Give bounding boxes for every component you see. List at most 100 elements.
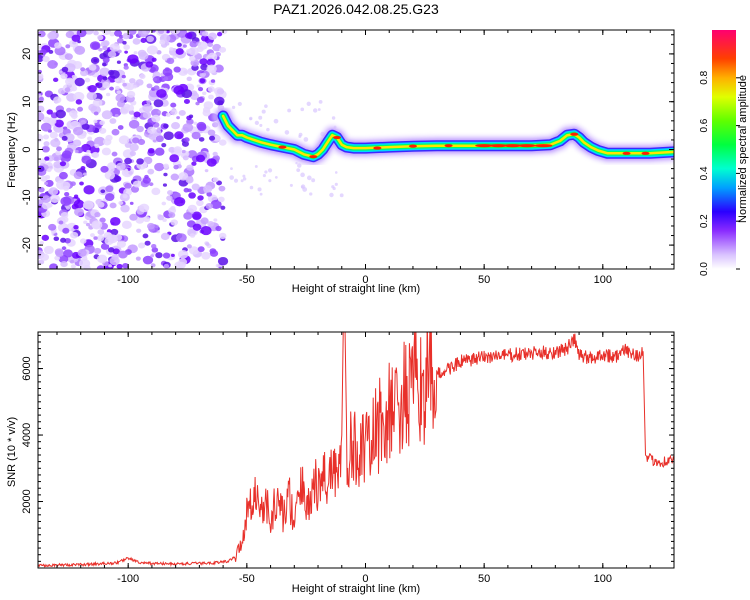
noise-speckle (88, 64, 97, 71)
noise-speckle (176, 42, 182, 48)
colorbar: 0.0 0.2 0.4 0.6 0.8 Normalized spectral ampl… (699, 30, 749, 276)
noise-speckle (98, 127, 107, 134)
noise-speckle (176, 116, 180, 120)
noise-speckle (143, 216, 151, 223)
ridge-hotspot (278, 145, 287, 149)
noise-speckle (202, 109, 211, 117)
noise-speckle (196, 84, 201, 88)
noise-speckle (193, 121, 198, 125)
noise-speckle (111, 151, 118, 157)
noise-speckle (208, 32, 217, 41)
noise-speckle (91, 151, 100, 159)
noise-speckle (197, 86, 204, 92)
noise-speckle (63, 249, 73, 258)
noise-speckle (149, 66, 157, 72)
noise-speckle (254, 165, 258, 168)
noise-speckle (61, 246, 67, 251)
noise-speckle (90, 105, 102, 115)
noise-speckle (213, 135, 221, 142)
snr-x-ticks: -100 -50 0 50 100 (56, 332, 675, 585)
noise-speckle (116, 100, 126, 108)
noise-speckle (156, 89, 167, 98)
noise-speckle (133, 51, 138, 55)
colorbar-label: Normalized spectral amplitude (737, 75, 749, 223)
noise-speckle (163, 163, 169, 169)
noise-speckle (109, 86, 114, 91)
noise-speckle (183, 98, 190, 104)
noise-speckle (96, 234, 105, 242)
noise-speckle (110, 228, 119, 236)
noise-speckle (104, 237, 114, 245)
noise-speckle (206, 158, 217, 167)
noise-speckle (190, 92, 200, 101)
noise-speckle (101, 110, 113, 120)
noise-speckle (213, 96, 225, 106)
noise-speckle (170, 253, 175, 258)
noise-speckle (130, 185, 140, 193)
noise-speckle (91, 222, 100, 229)
noise-speckle (59, 161, 67, 167)
spectrogram-ytick-label: -20 (21, 237, 33, 253)
spectrogram-x-ticks: -100 -50 0 50 100 (56, 30, 675, 286)
noise-speckle (53, 96, 62, 104)
snr-x-axis-label: Height of straight line (km) (292, 583, 420, 595)
noise-speckle (116, 37, 124, 44)
noise-speckle (209, 135, 216, 141)
noise-speckle (139, 73, 146, 80)
noise-speckle (175, 48, 184, 55)
colorbar-tick-label: 0.8 (699, 70, 710, 84)
noise-speckle (210, 79, 216, 83)
noise-speckle (77, 40, 81, 44)
noise-speckle (38, 165, 45, 172)
noise-speckle (48, 187, 59, 196)
noise-speckle (185, 176, 194, 184)
noise-speckle (202, 91, 207, 96)
noise-speckle (115, 93, 126, 103)
noise-speckle (124, 168, 129, 173)
noise-speckle (102, 76, 108, 81)
noise-speckle (38, 30, 46, 38)
noise-speckle (148, 182, 154, 187)
noise-speckle (151, 244, 157, 249)
noise-speckle (47, 31, 57, 40)
noise-speckle (70, 264, 76, 269)
noise-speckle (189, 233, 196, 238)
noise-speckle (116, 60, 121, 64)
noise-speckle (129, 150, 136, 157)
ridge-hotspot (373, 146, 382, 150)
spectral-ridge (212, 105, 674, 168)
noise-speckle (93, 247, 102, 254)
noise-speckle (71, 34, 81, 42)
noise-speckle (213, 87, 224, 96)
noise-speckle (334, 171, 338, 174)
noise-speckle (203, 185, 213, 193)
noise-speckle (157, 30, 165, 34)
noise-speckle (142, 103, 153, 113)
noise-speckle (60, 196, 72, 206)
noise-speckle (116, 263, 123, 269)
noise-speckle (74, 45, 86, 55)
noise-speckle (135, 79, 144, 86)
noise-speckle (93, 236, 98, 240)
noise-speckle (201, 251, 211, 260)
colorbar-ticks: 0.0 0.2 0.4 0.6 0.8 (699, 70, 740, 276)
noise-speckle (205, 202, 214, 210)
noise-speckle (183, 187, 190, 193)
noise-speckle (110, 217, 121, 226)
colorbar-tick-label: 0.6 (699, 118, 710, 132)
noise-speckle (123, 103, 131, 110)
noise-speckle (58, 220, 64, 225)
noise-speckle (191, 161, 197, 166)
noise-speckle (249, 117, 252, 121)
noise-speckle (114, 113, 119, 118)
noise-speckle (38, 186, 45, 193)
noise-speckle (207, 221, 215, 227)
noise-speckle (230, 167, 233, 171)
snr-xtick-label: 100 (594, 573, 612, 585)
noise-speckle (73, 224, 79, 230)
noise-speckle (153, 85, 160, 91)
noise-speckle (54, 119, 64, 128)
noise-speckle (267, 168, 273, 173)
noise-speckle (200, 35, 209, 42)
noise-speckle (312, 108, 318, 113)
